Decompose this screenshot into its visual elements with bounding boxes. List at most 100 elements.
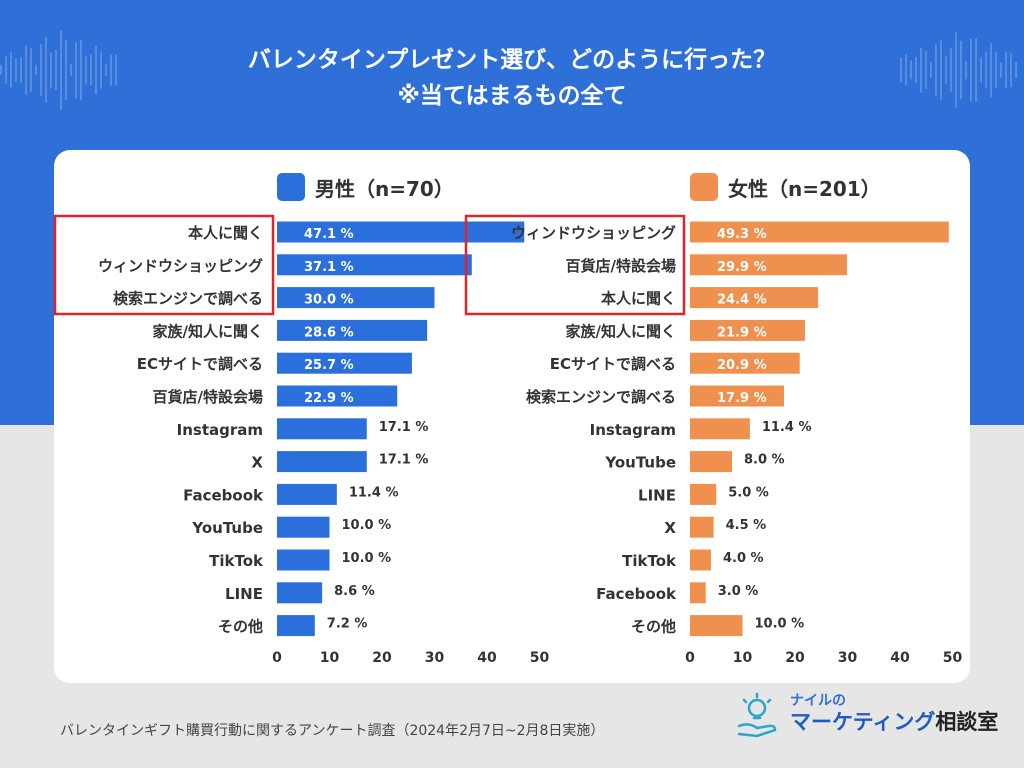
bar: [690, 385, 784, 407]
bar: [690, 352, 800, 374]
bar: [690, 549, 711, 571]
wave-bar: [930, 62, 932, 78]
value-label: 10.0 %: [342, 551, 392, 566]
female-chart: 女性（n=201） ウィンドウショッピング 49.3 % 百貨店/特設会場 29.9 %…: [464, 173, 963, 666]
bar: [277, 254, 472, 276]
category-label: 検索エンジンで調べる: [113, 290, 263, 308]
wave-bar: [935, 44, 937, 96]
x-tick-label: 30: [425, 650, 445, 666]
value-label: 11.4 %: [349, 485, 399, 500]
bar: [277, 451, 367, 473]
category-label: その他: [631, 618, 676, 636]
bar: [690, 418, 750, 440]
lightbulb-hand-icon: [737, 692, 777, 738]
category-label: Facebook: [183, 486, 264, 504]
wave-bar: [60, 30, 62, 110]
value-label: 29.9 %: [717, 260, 767, 275]
x-tick-label: 50: [943, 650, 963, 666]
wave-bar: [945, 55, 947, 85]
value-label: 10.0 %: [342, 518, 392, 533]
wave-bar: [1000, 62, 1002, 78]
wave-bar: [85, 55, 87, 85]
bar: [690, 615, 743, 637]
bar: [277, 418, 367, 440]
wave-bar: [50, 52, 52, 88]
category-label: TikTok: [622, 552, 677, 570]
category-label: Facebook: [596, 585, 677, 603]
sound-wave-decoration-left: [0, 30, 117, 110]
wave-bar: [105, 64, 107, 76]
wave-bar: [975, 38, 977, 102]
wave-bar: [110, 54, 112, 86]
category-label: ECサイトで調べる: [550, 355, 676, 373]
bar: [690, 516, 714, 538]
category-label: ウィンドウショッピング: [98, 257, 263, 275]
category-label: 家族/知人に聞く: [153, 322, 263, 340]
x-tick-label: 40: [890, 650, 910, 666]
title-line-1: バレンタインプレゼント選び、どのように行った？: [247, 47, 777, 73]
wave-bar: [955, 32, 957, 108]
wave-bar: [920, 47, 922, 93]
wave-bar: [30, 48, 32, 92]
value-label: 49.3 %: [717, 227, 767, 242]
wave-bar: [25, 45, 27, 95]
legend-label: 女性（n=201）: [728, 177, 881, 201]
page-title: バレンタインプレゼント選び、どのように行った？ ※当てはまるもの全て: [0, 42, 1024, 114]
category-label: Instagram: [590, 421, 676, 439]
bar: [277, 549, 330, 571]
value-label: 21.9 %: [717, 325, 767, 340]
title-line-2: ※当てはまるもの全て: [397, 83, 627, 109]
bar: [277, 582, 323, 604]
bar: [277, 221, 525, 243]
wave-bar: [970, 38, 972, 102]
logo-small-text: ナイルの: [790, 693, 846, 709]
wave-bar: [95, 45, 97, 95]
wave-bar: [950, 48, 952, 92]
category-label: 家族/知人に聞く: [566, 322, 676, 340]
category-label: ウィンドウショッピング: [511, 224, 676, 242]
legend-label: 男性（n=70）: [315, 177, 454, 201]
wave-bar: [70, 63, 72, 77]
bar: [690, 319, 805, 341]
wave-bar: [115, 54, 117, 86]
value-label: 8.6 %: [334, 584, 375, 599]
x-tick-label: 0: [272, 650, 282, 666]
brand-logo: ナイルの マーケティング相談室: [735, 686, 1005, 746]
category-label: 検索エンジンで調べる: [526, 388, 676, 406]
wave-bar: [35, 64, 37, 76]
category-label: LINE: [225, 585, 263, 603]
category-label: YouTube: [191, 519, 263, 537]
value-label: 4.0 %: [723, 551, 764, 566]
x-tick-label: 40: [477, 650, 497, 666]
bar: [690, 221, 949, 243]
category-label: X: [664, 519, 676, 537]
category-label: 百貨店/特設会場: [153, 388, 263, 406]
bar: [690, 483, 717, 505]
wave-bar: [1010, 52, 1012, 88]
wave-bar: [985, 51, 987, 89]
value-label: 25.7 %: [304, 358, 354, 373]
value-label: 20.9 %: [717, 358, 767, 373]
wave-bar: [80, 39, 82, 101]
wave-bar: [75, 42, 77, 98]
category-label: LINE: [638, 486, 676, 504]
value-label: 8.0 %: [744, 453, 785, 468]
x-tick-label: 20: [785, 650, 805, 666]
legend-swatch: [277, 173, 305, 201]
bar: [277, 615, 315, 637]
wave-bar: [65, 39, 67, 101]
value-label: 28.6 %: [304, 325, 354, 340]
category-label: 本人に聞く: [601, 290, 676, 308]
category-label: TikTok: [209, 552, 264, 570]
bar: [277, 483, 337, 505]
category-label: その他: [218, 618, 263, 636]
value-label: 4.5 %: [726, 518, 767, 533]
x-tick-label: 50: [530, 650, 550, 666]
logo-main-word: マーケティング: [790, 710, 936, 734]
wave-bar: [90, 54, 92, 86]
bar: [277, 319, 428, 341]
value-label: 5.0 %: [728, 485, 769, 500]
wave-bar: [965, 60, 967, 80]
value-label: 10.0 %: [755, 617, 805, 632]
